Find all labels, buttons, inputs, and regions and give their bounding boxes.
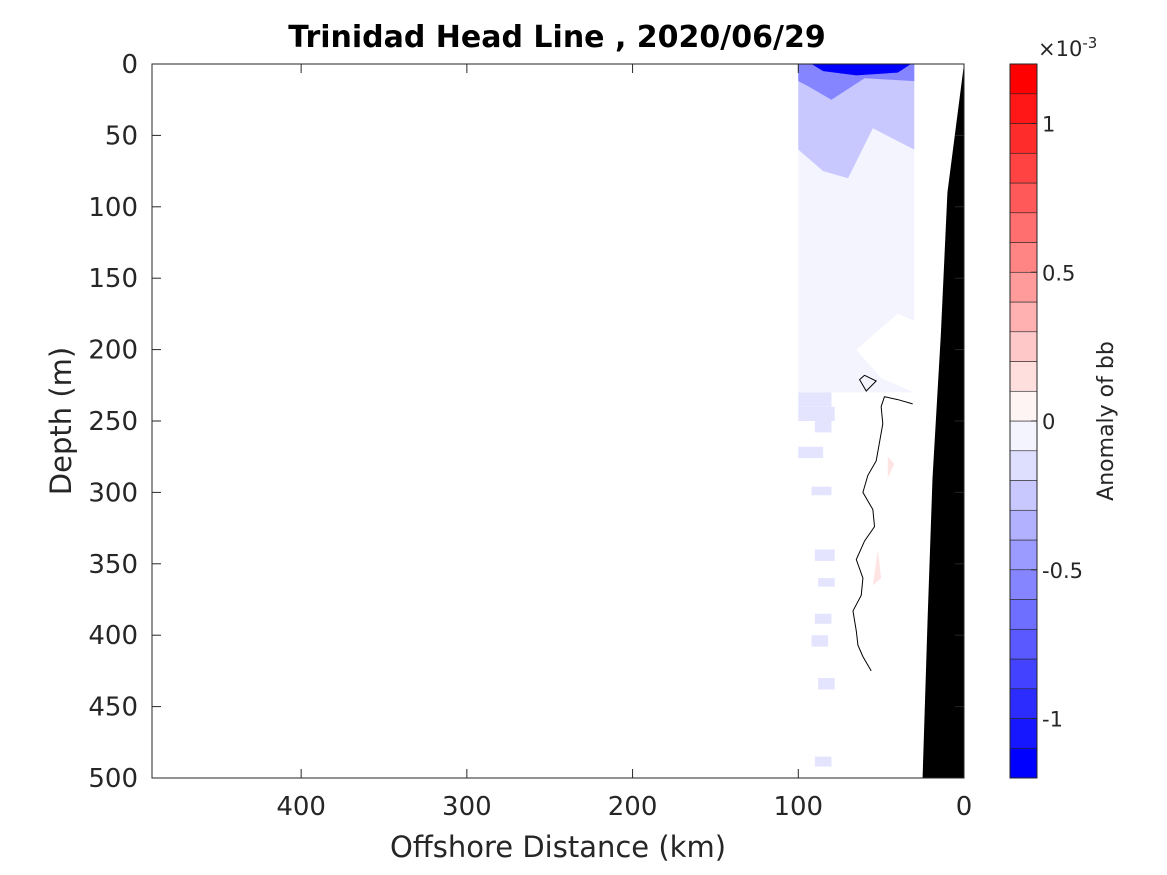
colorbar-exponent-power: -3 — [1082, 34, 1097, 52]
field-patch-8 — [811, 635, 829, 647]
y-tick-label: 400 — [88, 621, 138, 651]
colorbar-label: Anomaly of bb — [1094, 341, 1119, 501]
field-patch-7 — [814, 613, 832, 624]
y-tick-label: 0 — [121, 50, 138, 80]
colorbar-cell — [1009, 271, 1038, 303]
colorbar-cell — [1009, 628, 1038, 660]
colorbar-cell — [1009, 301, 1038, 333]
y-tick-label: 500 — [88, 764, 138, 794]
colorbar-cells — [1009, 63, 1038, 779]
x-tick-label: 300 — [442, 792, 492, 822]
y-tick-label: 100 — [88, 193, 138, 223]
colorbar-exponent-base: ×10 — [1038, 37, 1082, 61]
colorbar-cell — [1009, 658, 1038, 690]
colorbar-exponent: ×10-3 — [1038, 34, 1097, 61]
field-patch-10 — [814, 756, 832, 767]
x-axis-label: Offshore Distance (km) — [390, 830, 726, 864]
colorbar-cell — [1009, 182, 1038, 214]
y-axis-ticks: 0 50 100 150 200 250 300 350 400 450 500 — [88, 50, 964, 794]
field-patch-4 — [811, 486, 832, 496]
colorbar-cell — [1009, 718, 1038, 749]
colorbar-cell — [1009, 152, 1038, 184]
colorbar-cell — [1009, 420, 1038, 452]
plot-area: 400 300 200 100 0 0 50 100 150 200 250 300 350 400 45… — [88, 50, 972, 822]
colorbar-cell — [1009, 688, 1038, 719]
colorbar-cell — [1009, 242, 1038, 273]
bathymetry-shape — [922, 64, 964, 778]
y-tick-label: 150 — [88, 264, 138, 294]
field-patch-1 — [798, 406, 835, 421]
colorbar-cell — [1009, 123, 1038, 154]
x-axis-ticks: 400 300 200 100 0 — [276, 64, 972, 822]
colorbar-cell — [1009, 331, 1038, 362]
chart-title: Trinidad Head Line , 2020/06/29 — [288, 20, 825, 55]
bathymetry-mask — [922, 64, 964, 778]
anomaly-field — [798, 64, 915, 767]
colorbar-cell — [1009, 747, 1038, 779]
y-tick-label: 300 — [88, 478, 138, 508]
colorbar-tick-label: -1 — [1042, 708, 1063, 732]
colorbar: -1 -0.5 0 0.5 1 ×10-3 Anomaly of bb — [1009, 34, 1119, 779]
colorbar-ticks: -1 -0.5 0 0.5 1 — [1031, 113, 1083, 732]
y-tick-label: 350 — [88, 550, 138, 580]
colorbar-tick-label: 0 — [1042, 410, 1055, 434]
field-patch-6 — [818, 578, 835, 587]
y-axis-label: Depth (m) — [44, 347, 78, 495]
zero-contour-loop — [858, 374, 878, 392]
field-patch-9 — [818, 678, 835, 690]
colorbar-cell — [1009, 569, 1038, 600]
zero-contour-line — [852, 396, 913, 672]
x-tick-label: 400 — [276, 792, 326, 822]
colorbar-cell — [1009, 212, 1038, 243]
field-patch-2 — [814, 421, 832, 433]
colorbar-tick-label: 1 — [1042, 113, 1055, 137]
field-positive-1 — [887, 456, 895, 479]
x-tick-label: 200 — [608, 792, 658, 822]
colorbar-cell — [1009, 361, 1038, 392]
colorbar-cell — [1009, 539, 1038, 571]
y-tick-label: 250 — [88, 407, 138, 437]
x-tick-label: 0 — [956, 792, 973, 822]
x-tick-label: 100 — [773, 792, 823, 822]
zero-contour — [852, 374, 913, 672]
colorbar-cell — [1009, 599, 1038, 630]
field-patch-0 — [798, 392, 832, 407]
colorbar-cell — [1009, 390, 1038, 422]
y-tick-label: 450 — [88, 693, 138, 723]
colorbar-cell — [1009, 450, 1038, 481]
colorbar-cell — [1009, 63, 1038, 95]
field-gap — [856, 313, 915, 393]
colorbar-tick-label: 0.5 — [1042, 261, 1075, 285]
field-positive-2 — [872, 549, 882, 586]
colorbar-tick-label: -0.5 — [1042, 559, 1083, 583]
field-core — [811, 64, 911, 76]
colorbar-cell — [1009, 480, 1038, 511]
y-tick-label: 50 — [105, 121, 138, 151]
y-tick-label: 200 — [88, 336, 138, 366]
colorbar-cell — [1009, 509, 1038, 541]
colorbar-cell — [1009, 93, 1038, 124]
field-patch-3 — [798, 446, 824, 459]
field-patch-5 — [814, 549, 835, 561]
